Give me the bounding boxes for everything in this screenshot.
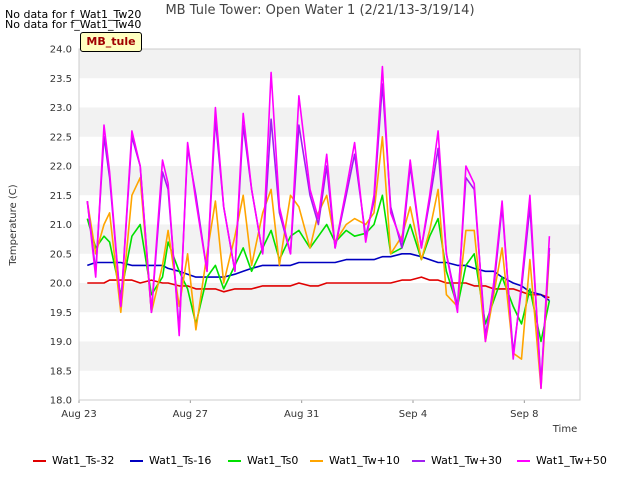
legend-item: Wat1_Ts-16 bbox=[130, 454, 211, 467]
y-tick-label: 24.0 bbox=[50, 45, 72, 56]
grid-band bbox=[79, 78, 580, 108]
y-tick-label: 20.0 bbox=[50, 279, 72, 290]
x-tick-label: Aug 27 bbox=[173, 409, 208, 420]
y-tick-label: 23.0 bbox=[50, 103, 72, 114]
y-tick-label: 19.5 bbox=[50, 308, 72, 319]
series-line-wat1-ts-32 bbox=[87, 276, 550, 299]
legend-item: Wat1_Tw+10 bbox=[310, 454, 400, 467]
x-tick-label: Aug 23 bbox=[61, 409, 96, 420]
no-data-message-2: No data for f_Wat1_Tw40 bbox=[5, 18, 142, 31]
y-tick-label: 22.0 bbox=[50, 162, 72, 173]
legend-item: Wat1_Tw+30 bbox=[412, 454, 502, 467]
series-line-wat1-ts0 bbox=[86, 194, 551, 343]
legend-label: Wat1_Tw+50 bbox=[536, 454, 607, 467]
legend-label: Wat1_Ts-32 bbox=[52, 454, 115, 467]
plot-background-bands bbox=[79, 49, 580, 400]
legend-label: Wat1_Ts0 bbox=[247, 454, 299, 467]
grid-band bbox=[79, 107, 580, 137]
series-line-wat1-tw-50 bbox=[86, 65, 551, 390]
x-axis-ticks: Aug 23 Aug 27 Aug 31 Sep 4 Sep 8 bbox=[61, 400, 539, 420]
series-line-wat1-tw-30 bbox=[86, 83, 551, 384]
y-axis-ticks: 18.0 18.5 19.0 19.5 20.0 20.5 21.0 21.5 22.0 22.5… bbox=[50, 45, 72, 407]
legend-label: Wat1_Tw+30 bbox=[431, 454, 502, 467]
y-tick-label: 21.0 bbox=[50, 220, 72, 231]
chart-title: MB Tule Tower: Open Water 1 (2/21/13-3/1… bbox=[165, 3, 475, 18]
y-tick-label: 19.0 bbox=[50, 337, 72, 348]
legend-swatch bbox=[33, 460, 46, 462]
legend-label: Wat1_Ts-16 bbox=[149, 454, 212, 467]
grid-band bbox=[79, 370, 580, 400]
y-tick-label: 23.5 bbox=[50, 74, 72, 85]
legend-swatch bbox=[130, 460, 143, 462]
series-lines bbox=[86, 65, 551, 390]
x-tick-label: Sep 4 bbox=[399, 409, 427, 420]
x-tick-label: Sep 8 bbox=[510, 409, 538, 420]
legend-label: Wat1_Tw+10 bbox=[329, 454, 400, 467]
no-data-message-1: No data for f_Wat1_Tw20 bbox=[5, 8, 142, 21]
legend-swatch bbox=[412, 460, 425, 462]
plot-frame bbox=[78, 48, 581, 401]
x-tick-label: Aug 31 bbox=[284, 409, 319, 420]
y-tick-label: 22.5 bbox=[50, 132, 72, 143]
y-axis-label: Temperature (C) bbox=[8, 184, 19, 266]
grid-band bbox=[79, 49, 580, 79]
y-tick-label: 18.0 bbox=[50, 396, 72, 407]
y-tick-label: 20.5 bbox=[50, 249, 72, 260]
grid-band bbox=[79, 283, 580, 313]
legend-swatch bbox=[517, 460, 530, 462]
grid-band bbox=[79, 312, 580, 342]
grid-band bbox=[79, 341, 580, 371]
legend-item: Wat1_Ts0 bbox=[228, 454, 298, 467]
x-axis-label: Time bbox=[552, 424, 577, 435]
legend-item: Wat1_Ts-32 bbox=[33, 454, 114, 467]
grid-band bbox=[79, 136, 580, 166]
legend-item: Wat1_Tw+50 bbox=[517, 454, 607, 467]
y-tick-label: 21.5 bbox=[50, 191, 72, 202]
legend-swatch bbox=[228, 460, 241, 462]
site-badge: MB_tule bbox=[80, 32, 142, 52]
legend-swatch bbox=[310, 460, 323, 462]
y-tick-label: 18.5 bbox=[50, 366, 72, 377]
